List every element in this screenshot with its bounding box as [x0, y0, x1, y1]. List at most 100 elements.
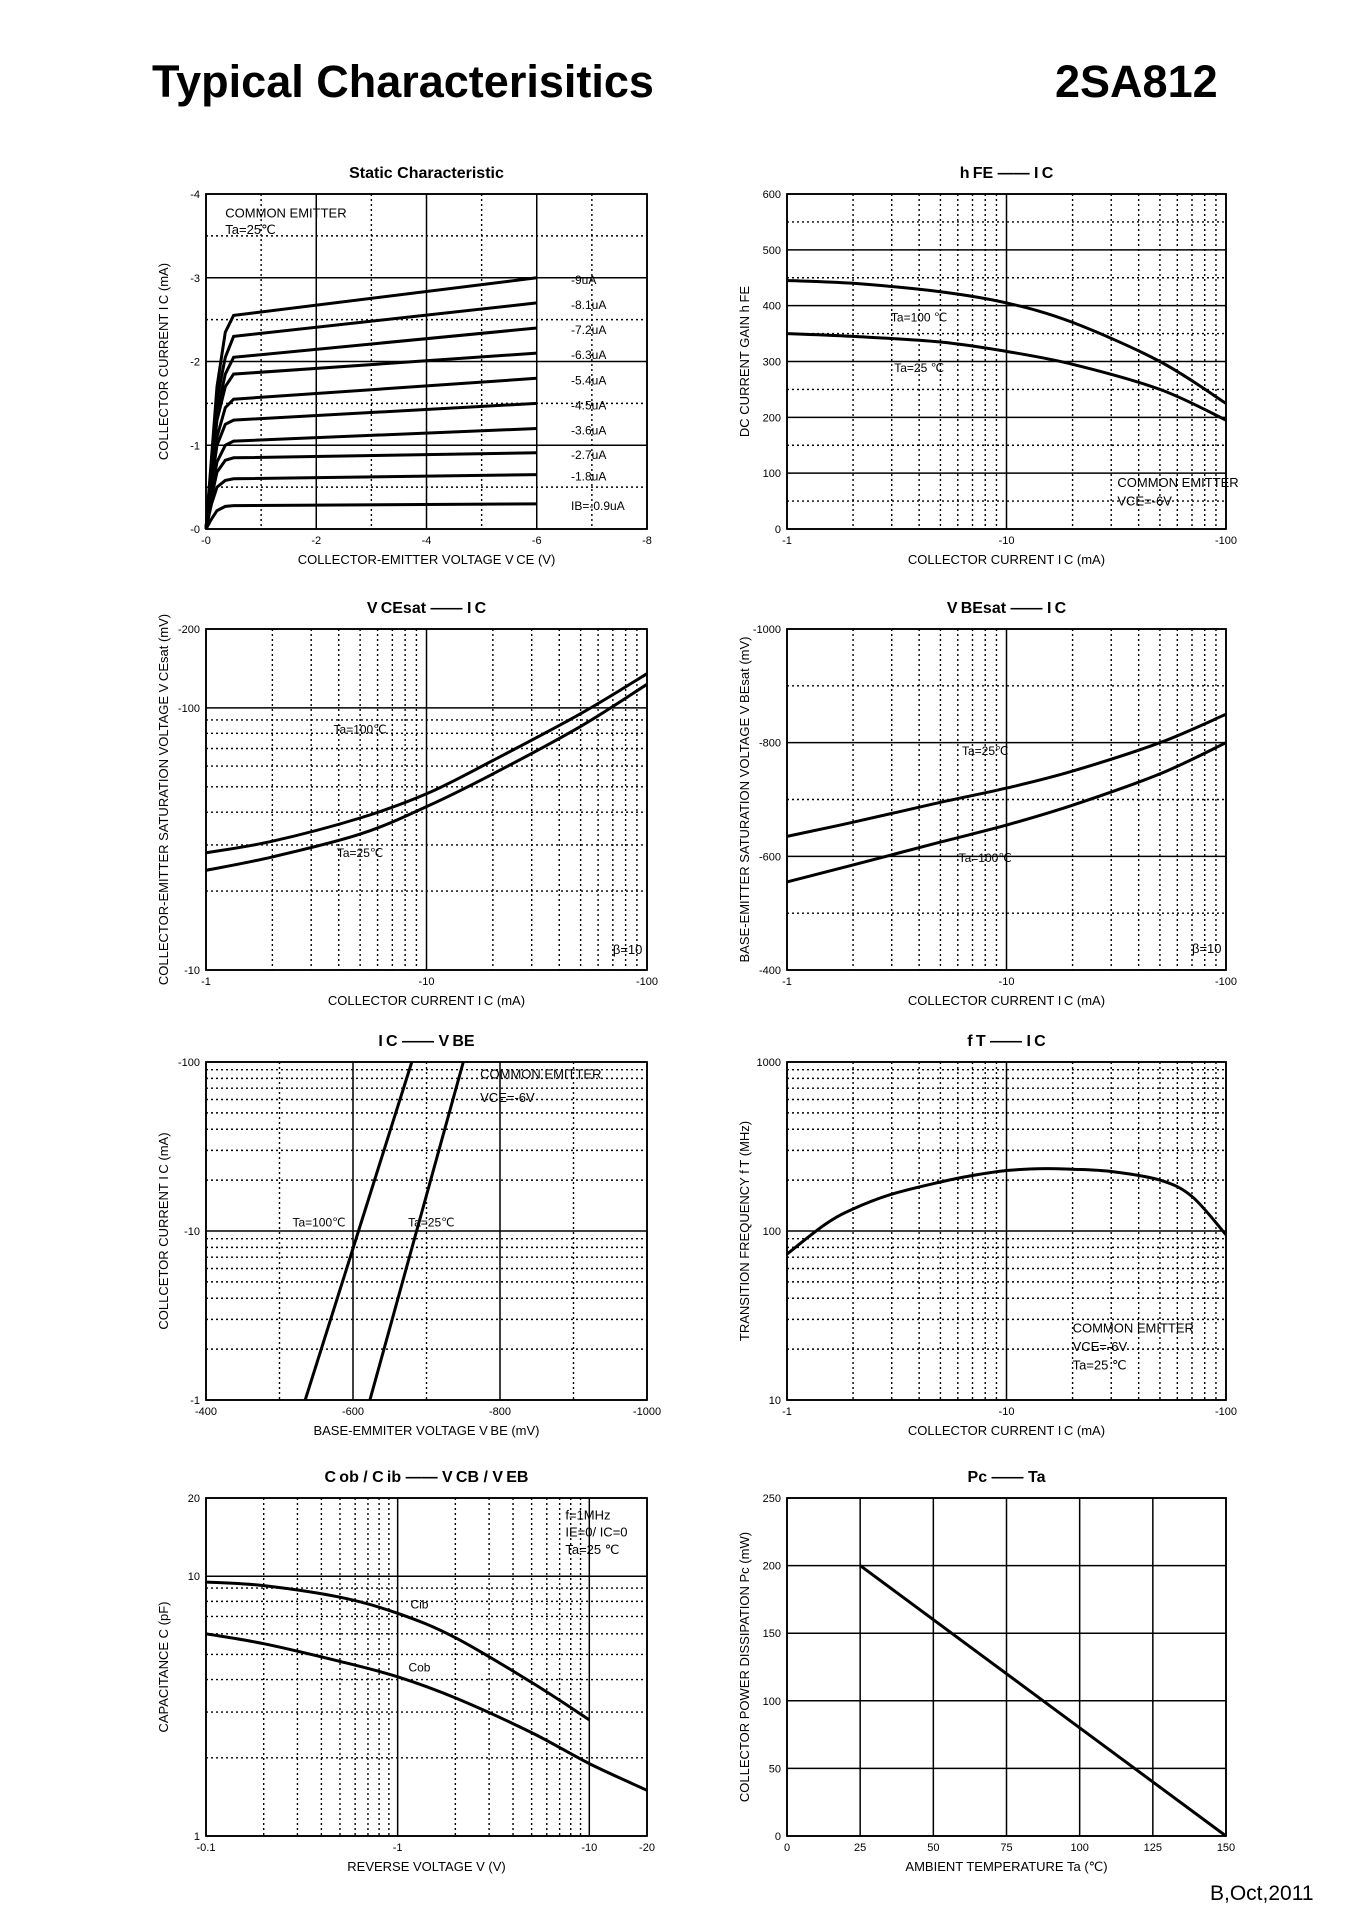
y-tick-label: -800	[759, 738, 781, 750]
x-tick-label: -0.1	[197, 1842, 216, 1854]
annotation: Ta=25 ℃	[565, 1542, 619, 1557]
annotation: f=1MHz	[565, 1508, 610, 1523]
series-line-1	[205, 1632, 648, 1792]
series-label: -5.4uA	[571, 373, 606, 387]
y-tick-label: 300	[763, 357, 781, 369]
x-tick-label: -1	[782, 976, 792, 988]
x-tick-label: -800	[489, 1406, 511, 1418]
x-axis-label: COLLECTOR CURRENT I C (mA)	[328, 993, 525, 1008]
y-tick-label: 1000	[757, 1057, 781, 1069]
x-axis-label: COLLECTOR-EMITTER VOLTAGE V CE (V)	[298, 552, 556, 567]
series-label: Ta=100℃	[959, 851, 1012, 865]
x-tick-label: -1	[393, 1842, 403, 1854]
y-tick-label: 50	[769, 1763, 781, 1775]
minor-grid	[206, 1062, 647, 1400]
x-axis-label: BASE-EMMITER VOLTAGE V BE (mV)	[313, 1423, 539, 1438]
revision-date: B,Oct,2011	[1210, 1882, 1314, 1905]
plot-frame	[786, 1061, 1227, 1401]
x-axis-label: COLLECTOR CURRENT I C (mA)	[908, 552, 1105, 567]
chart-title: I C —— V BE	[378, 1033, 475, 1050]
y-tick-label: 0	[775, 524, 781, 536]
y-tick-label: 100	[763, 1696, 781, 1708]
annotation: β=10	[1192, 941, 1222, 956]
chart-ic_vbe: I C —— V BE -400 -600 -800 -1000 -1 -10 -100 BAS…	[156, 1033, 661, 1438]
y-tick-label: 400	[763, 301, 781, 313]
y-tick-label: 10	[769, 1395, 781, 1407]
x-tick-label: -4	[422, 535, 432, 547]
y-axis-label: TRANSITION FREQUENCY f T (MHz)	[737, 1121, 752, 1341]
series-label: Cib	[410, 1598, 428, 1612]
x-tick-label: 0	[784, 1842, 790, 1854]
chart-cap: C ob / C ib —— V CB / V EB -0.1 -1 -10 -20 1 1…	[156, 1469, 655, 1874]
series-line-0	[204, 502, 537, 530]
y-tick-label: 100	[763, 468, 781, 480]
series-label: -1.8uA	[571, 470, 606, 484]
x-tick-label: -8	[642, 535, 652, 547]
plot-frame	[205, 1497, 648, 1837]
y-tick-label: 200	[763, 412, 781, 424]
minor-grid	[206, 1498, 647, 1836]
x-axis-label: AMBIENT TEMPERATURE Ta (℃)	[905, 1859, 1107, 1874]
series-label: Ta=25℃	[337, 846, 384, 860]
y-tick-label: -2	[190, 357, 200, 369]
y-tick-label: 20	[188, 1493, 200, 1505]
chart-title: h FE —— I C	[960, 165, 1054, 182]
series-line-1	[368, 1061, 465, 1401]
plot-frame	[786, 193, 1227, 530]
series-label: Cob	[408, 1660, 430, 1674]
minor-grid	[787, 1062, 1226, 1400]
series-line-0	[786, 279, 1227, 405]
series-label: Ta=25 ℃	[894, 361, 944, 375]
chart-vcesat: V CEsat —— I C-1 -10 -100-10-100-200COLLEC…	[156, 600, 658, 1008]
x-tick-label: 25	[854, 1842, 866, 1854]
series-label: -8.1uA	[571, 298, 606, 312]
y-axis-label: COLLECTOR-EMITTER SATURATION VOLTAGE V C…	[156, 614, 171, 985]
y-tick-label: 150	[763, 1628, 781, 1640]
y-axis-label: BASE-EMITTER SATURATION VOLTAGE V BEsat …	[737, 637, 752, 963]
chart-pc: Pc —— Ta 0 25 50 75 100 125 150 0 50 100 150 200 250 A…	[737, 1469, 1235, 1874]
page-title: Typical Characterisitics	[152, 56, 654, 107]
x-tick-label: -1000	[633, 1406, 661, 1418]
y-tick-label: -200	[178, 624, 200, 636]
x-tick-label: -100	[636, 976, 658, 988]
part-number: 2SA812	[1055, 56, 1218, 107]
series-line-0	[205, 1580, 591, 1722]
annotation: COMMON EMITTER	[1117, 475, 1238, 490]
series-line-0	[205, 672, 648, 855]
x-tick-label: -400	[195, 1406, 217, 1418]
x-tick-label: -100	[1215, 535, 1237, 547]
chart-hfe: h FE —— I C -1 -10 -100 0 100 200 300 400 500 600 C…	[737, 165, 1239, 567]
annotation: COMMON EMITTER	[225, 205, 346, 220]
series-line-1	[786, 332, 1227, 422]
x-tick-label: -100	[1215, 976, 1237, 988]
annotation: IE=0/ IC=0	[565, 1525, 627, 1540]
x-tick-label: 75	[1000, 1842, 1012, 1854]
y-tick-label: -100	[178, 703, 200, 715]
y-tick-label: -0	[190, 524, 200, 536]
y-tick-label: 600	[763, 189, 781, 201]
series-label: Ta=100℃	[334, 722, 387, 736]
chart-title: Pc —— Ta	[968, 1469, 1046, 1486]
series-line-7	[204, 326, 537, 530]
series-label: -6.3uA	[571, 348, 606, 362]
annotation: VCE=-6V	[1073, 1339, 1128, 1354]
x-tick-label: -10	[999, 976, 1015, 988]
x-tick-label: 100	[1070, 1842, 1088, 1854]
y-tick-label: 1	[194, 1831, 200, 1843]
series-label: -9uA	[571, 273, 596, 287]
y-axis-label: CAPACITANCE C (pF)	[156, 1602, 171, 1733]
y-tick-label: 200	[763, 1561, 781, 1573]
series-line-1	[205, 683, 648, 872]
series-line-0	[786, 1167, 1228, 1256]
y-tick-label: 500	[763, 245, 781, 257]
x-tick-label: -10	[999, 535, 1015, 547]
x-axis-label: COLLECTOR CURRENT I C (mA)	[908, 993, 1105, 1008]
x-tick-label: -100	[1215, 1406, 1237, 1418]
series-label: Ta=100℃	[292, 1216, 345, 1230]
series-line-0	[786, 712, 1227, 838]
x-tick-label: -10	[581, 1842, 597, 1854]
plot-frame	[205, 628, 648, 971]
y-tick-label: 0	[775, 1831, 781, 1843]
x-tick-label: 150	[1217, 1842, 1235, 1854]
